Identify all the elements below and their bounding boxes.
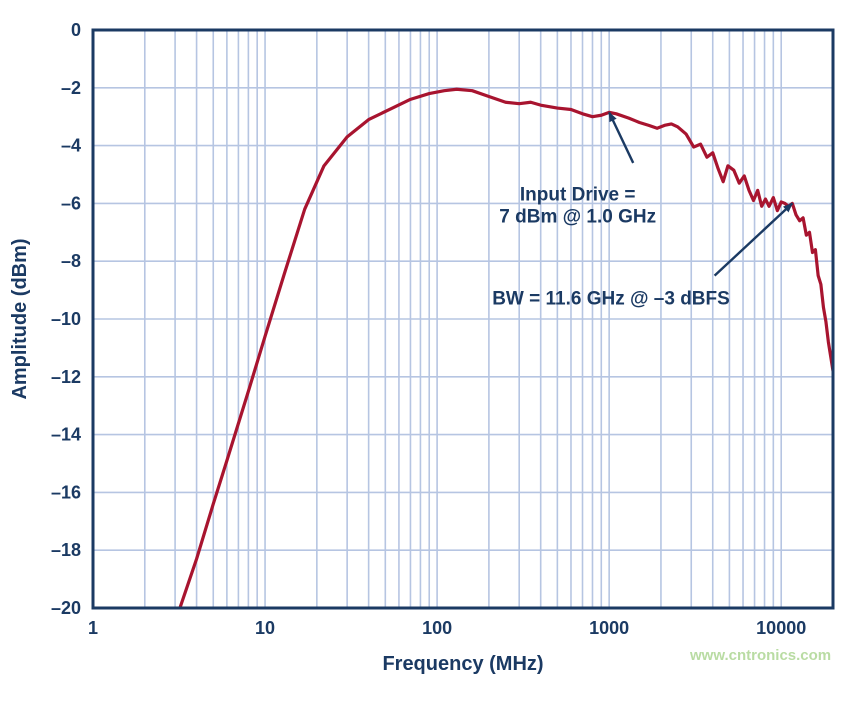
x-tick-label: 100: [422, 618, 452, 638]
y-tick-label: –14: [51, 425, 81, 445]
chart-bg: [0, 0, 855, 705]
x-axis-label: Frequency (MHz): [382, 653, 543, 675]
y-tick-label: –10: [51, 309, 81, 329]
y-tick-label: –12: [51, 367, 81, 387]
annotation-bw: BW = 11.6 GHz @ –3 dBFS: [492, 289, 730, 310]
x-tick-label: 10: [255, 618, 275, 638]
y-tick-label: –2: [61, 78, 81, 98]
x-tick-label: 1000: [589, 618, 629, 638]
watermark: www.cntronics.com: [689, 647, 831, 664]
annotation-input-drive: 7 dBm @ 1.0 GHz: [499, 207, 656, 228]
y-tick-label: 0: [71, 20, 81, 40]
y-tick-label: –20: [51, 598, 81, 618]
x-tick-label: 1: [88, 618, 98, 638]
y-tick-label: –8: [61, 251, 81, 271]
amplitude-vs-frequency-chart: 0 –2 –4 –6 –8 –10 –12 –14 –16 –18 –20 1 10 100 1000 100…: [0, 0, 855, 705]
x-tick-label: 10000: [756, 618, 806, 638]
y-tick-label: –16: [51, 482, 81, 502]
chart-svg: 0 –2 –4 –6 –8 –10 –12 –14 –16 –18 –20 1 10 100 1000 100…: [0, 0, 855, 705]
y-tick-label: –6: [61, 193, 81, 213]
y-axis-label: Amplitude (dBm): [9, 238, 31, 399]
annotation-input-drive: Input Drive =: [520, 185, 636, 206]
y-tick-label: –18: [51, 540, 81, 560]
y-tick-label: –4: [61, 136, 81, 156]
